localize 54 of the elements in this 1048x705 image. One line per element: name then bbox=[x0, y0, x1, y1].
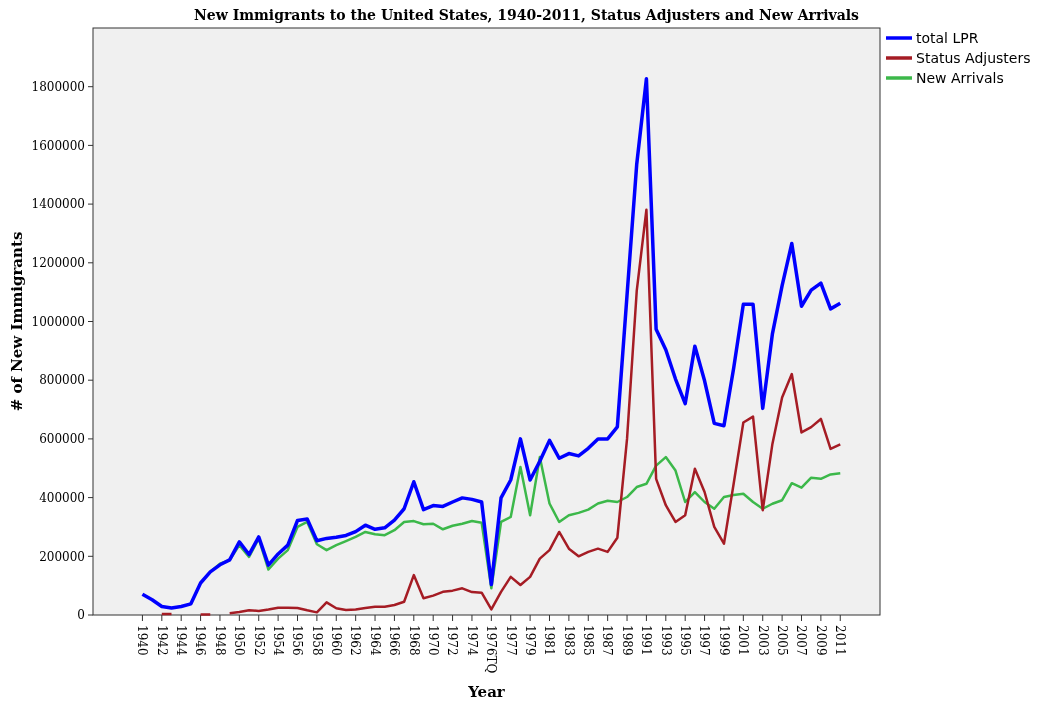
y-tick-label: 400000 bbox=[39, 490, 85, 505]
x-tick-label: 1948 bbox=[212, 625, 227, 656]
x-tick-label: 1954 bbox=[270, 625, 285, 656]
x-tick-label: 1993 bbox=[658, 625, 673, 656]
x-tick-label: 1956 bbox=[290, 625, 305, 656]
y-tick-label: 0 bbox=[77, 608, 85, 623]
x-tick-label: 1989 bbox=[619, 625, 634, 656]
x-tick-label: 1940 bbox=[135, 625, 150, 656]
x-tick-label: 1979 bbox=[522, 625, 537, 656]
x-tick-label: 1981 bbox=[542, 625, 557, 656]
x-tick-label: 1968 bbox=[406, 625, 421, 656]
chart-title: New Immigrants to the United States, 1940-2011, Status Adjusters and New Arrivals bbox=[194, 7, 860, 23]
y-tick-label: 1600000 bbox=[31, 138, 85, 153]
x-tick-label: 1987 bbox=[600, 625, 615, 656]
x-tick-label: 1977 bbox=[503, 625, 518, 656]
x-tick-label: 1972 bbox=[445, 625, 460, 656]
x-tick-label: 1964 bbox=[367, 625, 382, 656]
x-tick-label: 1983 bbox=[561, 625, 576, 656]
x-tick-label: 1950 bbox=[232, 625, 247, 656]
legend-label: total LPR bbox=[916, 29, 979, 46]
y-tick-label: 1400000 bbox=[31, 197, 85, 212]
y-tick-label: 1800000 bbox=[31, 79, 85, 94]
x-tick-label: 1997 bbox=[697, 625, 712, 656]
x-tick-label: 1952 bbox=[251, 625, 266, 656]
x-tick-label: 1970 bbox=[425, 625, 440, 656]
x-tick-label: 1985 bbox=[581, 625, 596, 656]
y-tick-label: 800000 bbox=[39, 373, 85, 388]
y-tick-label: 200000 bbox=[39, 549, 85, 564]
x-tick-label: 1991 bbox=[639, 625, 654, 656]
x-tick-label: 1999 bbox=[716, 625, 731, 656]
x-tick-label: 2005 bbox=[774, 625, 789, 656]
x-tick-label: 1974 bbox=[464, 625, 479, 656]
x-tick-label: 1944 bbox=[174, 625, 188, 656]
x-tick-label: 1946 bbox=[193, 625, 208, 656]
x-tick-label: 2001 bbox=[736, 625, 751, 656]
y-tick-label: 600000 bbox=[39, 432, 85, 447]
x-tick-label: 2007 bbox=[794, 625, 809, 656]
x-axis-title: Year bbox=[467, 683, 506, 701]
legend-label: New Arrivals bbox=[916, 69, 1004, 86]
x-tick-label: 1958 bbox=[309, 625, 324, 656]
x-tick-label: 1966 bbox=[387, 625, 402, 656]
x-tick-label: 2003 bbox=[755, 625, 770, 656]
legend-label: Status Adjusters bbox=[916, 49, 1031, 66]
x-tick-label: 1976TQ bbox=[484, 625, 499, 674]
x-tick-label: 2009 bbox=[813, 625, 828, 656]
x-tick-label: 1962 bbox=[348, 625, 363, 656]
x-tick-label: 1995 bbox=[677, 625, 692, 656]
y-tick-label: 1000000 bbox=[31, 314, 85, 329]
y-tick-label: 1200000 bbox=[31, 256, 85, 270]
x-tick-label: 2011 bbox=[833, 625, 848, 656]
line-series bbox=[140, 77, 843, 610]
x-tick-label: 1960 bbox=[329, 625, 344, 656]
y-axis-title: # of New Immigrants bbox=[8, 231, 26, 412]
x-tick-label: 1942 bbox=[154, 625, 169, 656]
